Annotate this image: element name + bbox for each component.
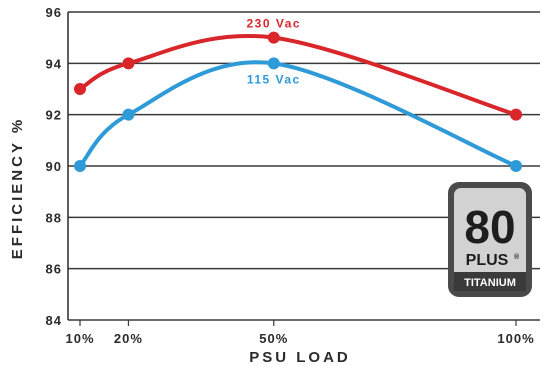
data-point-115-vac-20% (122, 108, 135, 121)
badge-trademark: ® (514, 253, 520, 261)
y-tick-94: 94 (46, 56, 62, 71)
x-tick-10%: 10% (65, 331, 94, 346)
data-point-230-vac-50% (267, 31, 280, 44)
80-plus-titanium-badge: 80 PLUS ® TITANIUM (448, 182, 532, 297)
y-tick-84: 84 (46, 313, 62, 328)
x-tick-20%: 20% (114, 331, 143, 346)
data-point-115-vac-10% (74, 160, 86, 172)
x-tick-100%: 100% (497, 331, 534, 346)
x-axis-title: PSU LOAD (249, 349, 351, 366)
y-tick-88: 88 (46, 210, 62, 225)
badge-inner-panel (454, 188, 526, 291)
series-line-230-vac (78, 33, 518, 117)
y-tick-90: 90 (46, 159, 62, 174)
x-tick-labels: 10% 20% 50% 100% (65, 320, 534, 346)
grid-lines (68, 11, 540, 321)
series-line-115-vac (78, 60, 518, 168)
y-tick-86: 86 (46, 262, 62, 277)
series-group: 230 Vac 115 Vac (74, 17, 522, 172)
y-axis-title: EFFICIENCY % (9, 117, 26, 259)
x-tick-50%: 50% (259, 331, 288, 346)
data-point-115-vac-100% (510, 160, 522, 172)
series-label-230-vac: 230 Vac (247, 17, 302, 31)
data-point-230-vac-20% (122, 57, 135, 70)
y-tick-labels: 84 86 88 90 92 94 96 (46, 5, 62, 328)
y-tick-92: 92 (46, 108, 62, 123)
data-point-230-vac-100% (510, 108, 522, 121)
y-tick-96: 96 (46, 5, 62, 20)
badge-tier: TITANIUM (464, 277, 516, 289)
data-point-115-vac-50% (267, 57, 280, 70)
series-label-115-vac: 115 Vac (247, 72, 301, 86)
badge-tier-bar (454, 272, 526, 291)
data-point-230-vac-10% (74, 83, 86, 95)
badge-brand: PLUS (466, 252, 509, 269)
badge-number: 80 (464, 201, 515, 253)
